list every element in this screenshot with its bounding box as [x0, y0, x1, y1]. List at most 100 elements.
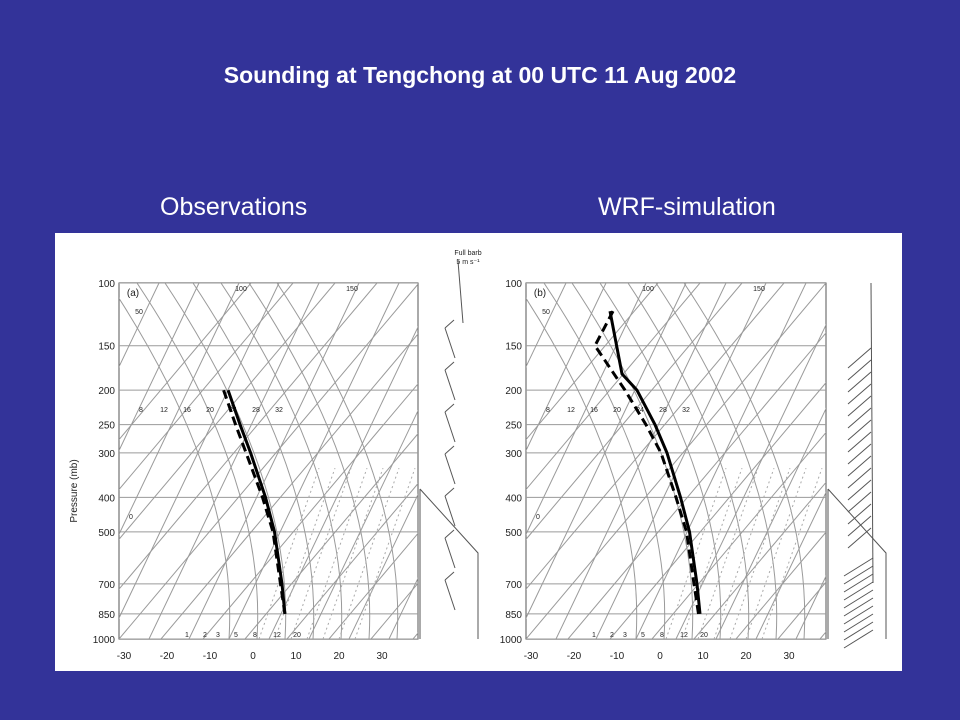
wind-barb-staff	[444, 453, 456, 485]
wind-barb-flag	[444, 487, 455, 497]
isotherm-line	[609, 381, 826, 639]
mixing-ratio-label: 24	[229, 407, 237, 414]
wind-barb-staff	[444, 579, 456, 611]
wrf-simulation-caption: WRF-simulation	[598, 193, 776, 221]
moist-adiabat-curve	[543, 283, 666, 639]
isotherm-line	[735, 531, 826, 639]
isotherm-line	[244, 432, 418, 639]
wind-barb-staff	[847, 419, 872, 441]
moist-adiabat-curve	[192, 283, 315, 639]
dry-adiabat-line	[526, 283, 647, 536]
wind-barb-staff	[847, 383, 872, 405]
mixing-ratio-line	[354, 467, 416, 639]
dry-adiabat-line	[388, 577, 418, 639]
isotherm-line	[119, 283, 378, 590]
pressure-tick-label: 1000	[500, 635, 523, 646]
wind-barb-staff	[847, 371, 872, 393]
mixing-ratio-label: 20	[206, 407, 214, 414]
mixing-ratio-label: 12	[567, 407, 575, 414]
bottom-ratio-label: 1	[592, 632, 596, 639]
mixing-ratio-line	[665, 467, 727, 639]
wind-barb-staff	[444, 327, 456, 359]
mixing-ratio-label: 24	[636, 407, 644, 414]
bottom-ratio-label: 3	[216, 632, 220, 639]
isotherm-line	[526, 283, 743, 541]
dry-adiabat-line	[119, 283, 240, 536]
mixing-ratio-label: 8	[546, 407, 550, 414]
isotherm-line	[819, 631, 826, 639]
bottom-ratio-label: 20	[293, 632, 301, 639]
isotherm-line	[526, 283, 826, 639]
wind-barb-staff	[847, 395, 872, 417]
moist-adiabat-curve	[627, 283, 750, 639]
temperature-tick-label: 20	[333, 651, 345, 662]
moist-adiabat-curve	[526, 297, 638, 639]
wind-barb-staff	[847, 479, 872, 501]
pressure-tick-label: 300	[505, 449, 522, 460]
temperature-tick-label: -20	[160, 651, 175, 662]
isotherm-line	[526, 283, 785, 590]
dry-adiabat-line	[555, 283, 727, 639]
panel-grid	[526, 283, 826, 639]
dry-adiabat-line	[675, 323, 826, 639]
wind-barb-column	[419, 260, 479, 639]
pressure-tick-label: 400	[98, 493, 115, 504]
wind-barb-flag	[444, 571, 455, 581]
mixing-ratio-line	[697, 467, 759, 639]
bottom-ratio-label: 8	[253, 632, 257, 639]
temperature-tick-label: -30	[524, 651, 539, 662]
mixing-ratio-line	[745, 467, 807, 639]
mixing-ratio-label: 16	[183, 407, 191, 414]
bottom-ratio-label: 12	[273, 632, 281, 639]
moist-adiabat-curve	[599, 283, 722, 639]
dry-adiabat-line	[268, 325, 418, 639]
bottom-ratio-label: 12	[680, 632, 688, 639]
moist-adiabat-curve	[571, 283, 694, 639]
dry-adiabat-line	[228, 283, 400, 639]
isotherm-line	[693, 481, 826, 639]
pressure-tick-label: 700	[98, 580, 115, 591]
isotherm-line	[119, 283, 336, 541]
isotherm-line	[526, 283, 701, 491]
dry-adiabat-line	[755, 491, 826, 639]
mixing-ratio-line	[306, 467, 368, 639]
wind-barb-staff	[444, 411, 456, 443]
temperature-tick-label: -10	[610, 651, 625, 662]
wind-barb-staff	[847, 467, 872, 489]
mixing-ratio-line	[322, 467, 384, 639]
wind-barb-staff	[843, 589, 874, 609]
wind-barb-staff	[847, 443, 872, 465]
pressure-tick-label: 500	[505, 528, 522, 539]
dry-adiabat-line	[119, 283, 160, 368]
wind-barb-staff	[843, 573, 874, 593]
wind-barb-staff	[847, 515, 872, 537]
moist-adiabat-curve	[276, 283, 399, 639]
dry-adiabat-line	[148, 283, 320, 639]
wind-barb-staff	[843, 621, 874, 641]
wind-barb-staff	[847, 359, 872, 381]
bottom-ratio-label: 20	[700, 632, 708, 639]
pressure-tick-label: 300	[98, 449, 115, 460]
mixing-ratio-line	[681, 467, 743, 639]
pressure-tick-label: 100	[98, 279, 115, 290]
pressure-tick-label: 250	[98, 421, 115, 432]
panel-label: (b)	[534, 288, 546, 299]
mixing-ratio-line	[713, 467, 775, 639]
temperature-tick-label: 30	[376, 651, 388, 662]
dry-adiabat-line	[635, 283, 807, 639]
wind-column-line	[870, 282, 874, 584]
wind-barb-staff	[847, 455, 872, 477]
dry-adiabat-line	[308, 409, 418, 639]
dry-adiabat-line	[526, 283, 527, 285]
isotherm-line	[328, 532, 418, 639]
isotherm-50-label: 50	[542, 309, 550, 316]
dry-adiabat-line	[526, 283, 607, 452]
dry-adiabat-line	[119, 283, 200, 452]
dry-adiabat-line	[348, 493, 418, 639]
mixing-ratio-line	[761, 467, 823, 639]
temperature-tick-label: -20	[567, 651, 582, 662]
pressure-tick-label: 200	[98, 386, 115, 397]
wind-barb-staff	[843, 597, 874, 617]
mixing-ratio-label: 8	[139, 407, 143, 414]
wind-column-line	[457, 260, 464, 324]
